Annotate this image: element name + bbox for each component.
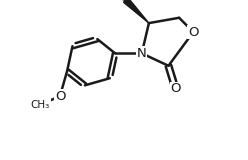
Text: O: O bbox=[188, 25, 199, 39]
Text: CH₃: CH₃ bbox=[31, 100, 50, 110]
Text: O: O bbox=[55, 89, 65, 103]
Text: N: N bbox=[137, 47, 147, 60]
Polygon shape bbox=[124, 0, 149, 23]
Text: O: O bbox=[170, 82, 181, 95]
